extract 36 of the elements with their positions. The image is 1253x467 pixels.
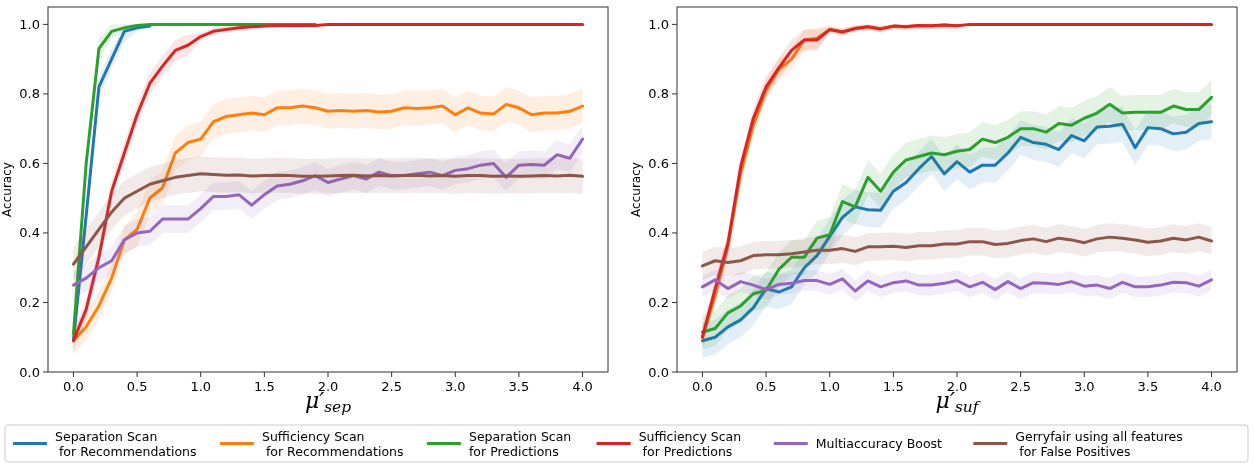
- legend-label: Multiaccuracy Boost: [815, 436, 943, 451]
- y-tick-label: 0.4: [19, 225, 40, 241]
- x-tick-label: 3.0: [1073, 379, 1095, 394]
- y-tick-label: 0.0: [648, 364, 669, 380]
- y-tick-label: 0.8: [648, 86, 669, 102]
- y-tick-label: 0.6: [648, 155, 669, 171]
- legend-label: Separation Scan for Recommendations: [55, 428, 197, 459]
- x-tick-label: 3.5: [508, 379, 530, 394]
- x-tick-label: 0.0: [692, 379, 713, 394]
- x-tick-label: 4.0: [1201, 379, 1222, 394]
- y-tick-label: 1.0: [19, 16, 40, 32]
- x-tick-label: 1.0: [190, 379, 212, 394]
- x-tick-label: 0.5: [755, 379, 777, 394]
- legend-label: Sufficiency Scan for Predictions: [638, 428, 742, 459]
- y-tick-label: 0.4: [648, 225, 669, 241]
- x-tick-label: 3.0: [444, 379, 466, 394]
- x-tick-label: 2.5: [381, 379, 402, 394]
- y-tick-label: 0.6: [19, 155, 40, 171]
- x-tick-label: 1.0: [819, 379, 841, 394]
- x-tick-label: 1.5: [254, 379, 275, 394]
- y-tick-label: 0.0: [19, 364, 40, 380]
- x-tick-label: 1.5: [883, 379, 904, 394]
- x-tick-label: 4.0: [572, 379, 593, 394]
- y-axis-title: Accuracy: [0, 162, 14, 217]
- y-tick-label: 0.2: [19, 294, 40, 310]
- legend-label: Gerryfair using all features for False Positives: [1015, 428, 1183, 459]
- legend-label: Separation Scan for Predictions: [468, 428, 572, 459]
- y-tick-label: 1.0: [648, 16, 669, 32]
- x-tick-label: 2.5: [1010, 379, 1031, 394]
- y-tick-label: 0.2: [648, 294, 669, 310]
- y-tick-label: 0.8: [19, 86, 40, 102]
- x-tick-label: 0.0: [63, 379, 84, 394]
- y-axis-title: Accuracy: [629, 162, 643, 217]
- x-tick-label: 3.5: [1137, 379, 1159, 394]
- legend-label: Sufficiency Scan for Recommendations: [261, 428, 404, 459]
- x-tick-label: 0.5: [126, 379, 148, 394]
